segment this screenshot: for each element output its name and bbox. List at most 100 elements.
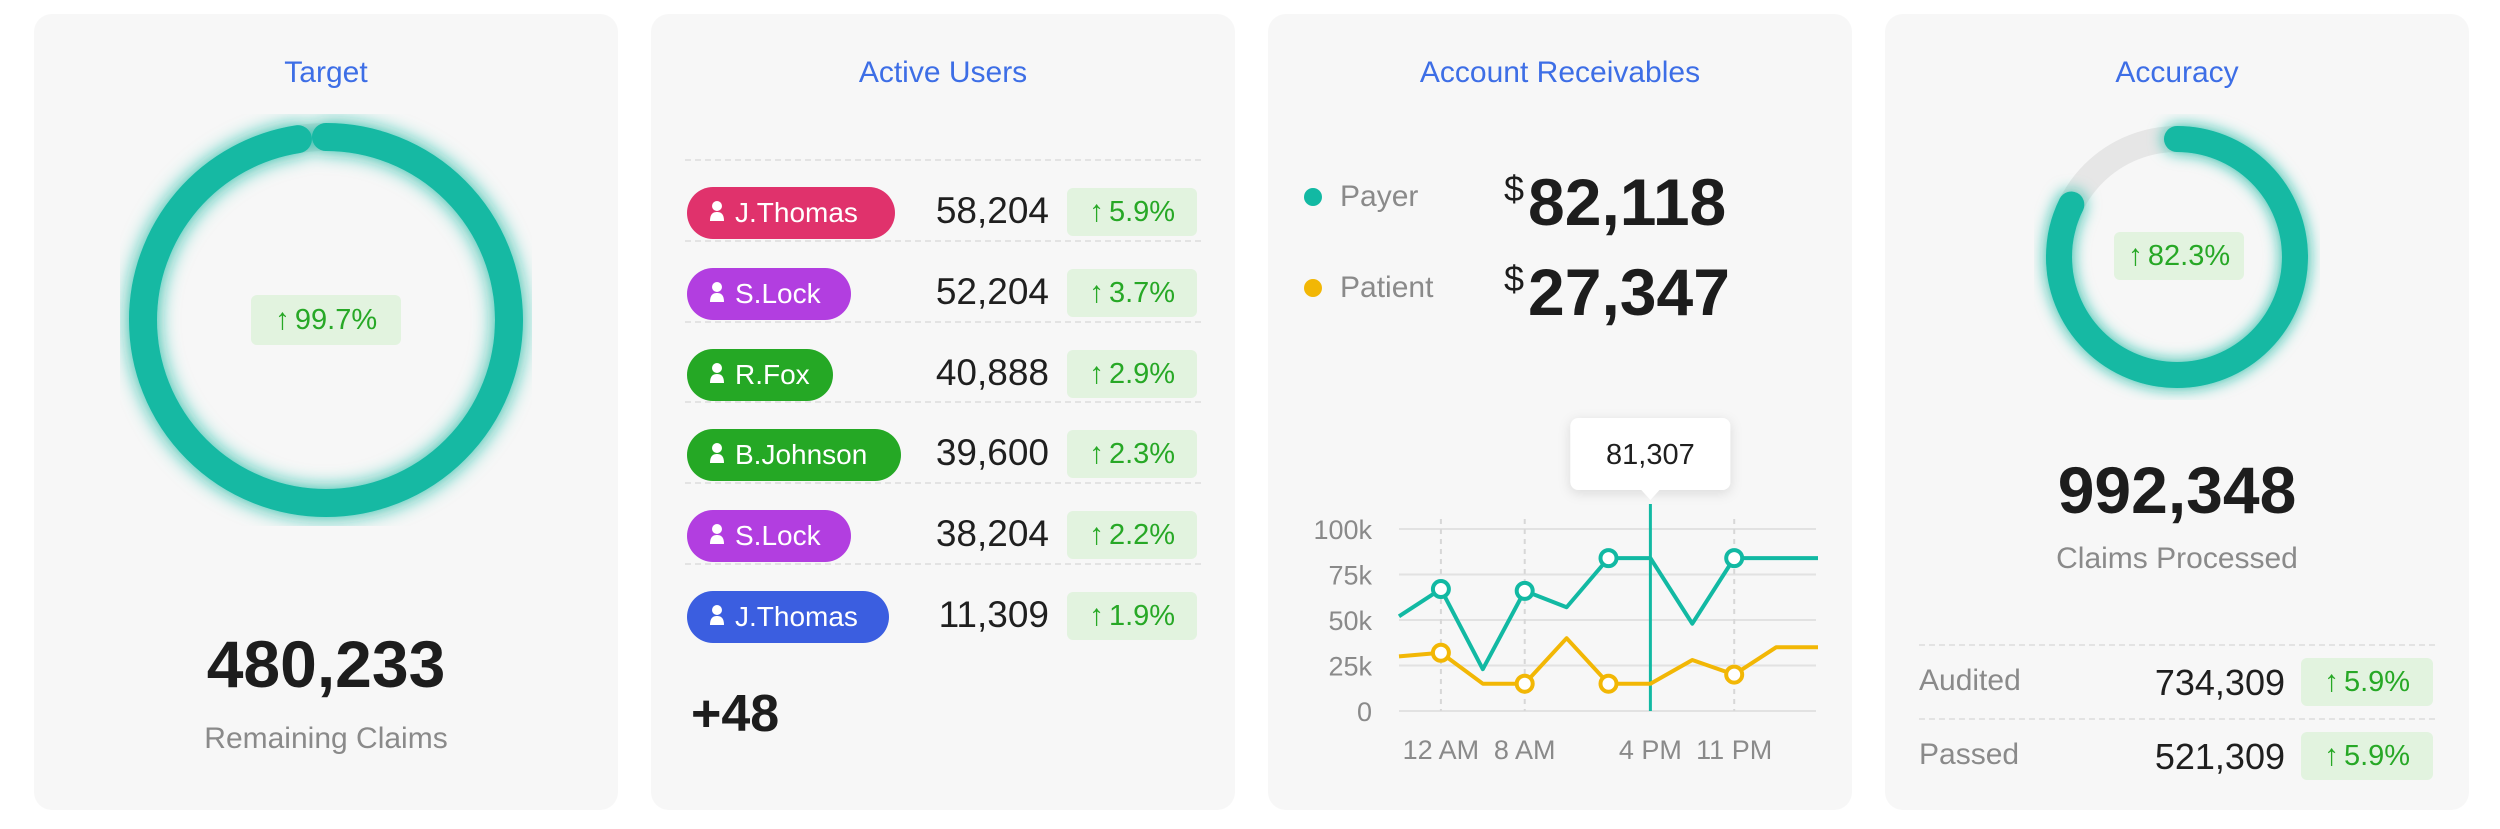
data-point-patient[interactable] xyxy=(1430,642,1451,663)
accuracy-row-label: Passed xyxy=(1919,738,2020,771)
payer-amount: $82,118 xyxy=(1504,164,1726,240)
user-value: 58,204 xyxy=(935,190,1049,231)
arrow-up-icon: ↑ xyxy=(1088,437,1104,470)
accuracy-label: Claims Processed xyxy=(2056,542,2298,575)
x-tick-label: 4 PM xyxy=(1619,735,1682,765)
user-pill[interactable]: J.Thomas xyxy=(687,591,889,643)
target-percent-value: 99.7% xyxy=(294,303,378,336)
user-change-badge: ↑ 3.7% xyxy=(1067,269,1197,317)
user-name: B.Johnson xyxy=(735,439,868,470)
data-point-payer[interactable] xyxy=(1724,548,1745,569)
user-value: 39,600 xyxy=(935,432,1049,473)
accuracy-ring xyxy=(2046,126,2308,388)
arrow-up-icon: ↑ xyxy=(1088,599,1104,632)
active-users-title: Active Users xyxy=(858,56,1028,89)
accuracy-row-badge: ↑ 5.9% xyxy=(2301,732,2433,780)
y-tick-label: 25k xyxy=(1328,652,1372,682)
user-name: S.Lock xyxy=(735,520,821,551)
user-change-value: 1.9% xyxy=(1108,599,1176,632)
accuracy-value: 992,348 xyxy=(2057,453,2297,527)
patient-label: Patient xyxy=(1340,271,1434,304)
row-divider xyxy=(685,240,1201,242)
accuracy-percent-value: 82.3% xyxy=(2147,239,2231,272)
arrow-up-icon: ↑ xyxy=(2127,239,2143,272)
user-change-badge: ↑ 2.9% xyxy=(1067,350,1197,398)
user-change-value: 5.9% xyxy=(1108,195,1176,228)
accuracy-row-value: 734,309 xyxy=(2154,662,2285,703)
y-tick-label: 75k xyxy=(1328,561,1372,591)
user-change-badge: ↑ 5.9% xyxy=(1067,188,1197,236)
user-pill[interactable]: S.Lock xyxy=(687,268,851,320)
user-pill[interactable]: J.Thomas xyxy=(687,187,895,239)
y-tick-label: 0 xyxy=(1357,697,1372,727)
tooltip-value: 81,307 xyxy=(1606,439,1695,471)
user-icon xyxy=(709,601,725,633)
user-name: J.Thomas xyxy=(735,601,858,632)
patient-legend-dot xyxy=(1304,279,1322,297)
ar-title: Account Receivables xyxy=(1419,56,1701,89)
user-value: 11,309 xyxy=(938,594,1049,635)
row-divider xyxy=(1919,718,2435,720)
more-users-count[interactable]: +48 xyxy=(691,685,780,743)
x-tick-label: 8 AM xyxy=(1494,735,1556,765)
user-change-value: 2.9% xyxy=(1108,357,1176,390)
accuracy-card: Accuracy ↑ 82.3% 992,348 Claims Processe… xyxy=(1885,14,2469,810)
payer-amount-value: 82,118 xyxy=(1528,165,1727,239)
user-pill[interactable]: R.Fox xyxy=(687,349,833,401)
payer-legend-dot xyxy=(1304,188,1322,206)
arrow-up-icon: ↑ xyxy=(274,303,290,336)
user-change-value: 3.7% xyxy=(1108,276,1176,309)
patient-amount-value: 27,347 xyxy=(1528,255,1730,329)
accuracy-title: Accuracy xyxy=(2115,56,2239,89)
payer-label: Payer xyxy=(1340,180,1419,213)
user-value: 40,888 xyxy=(935,352,1049,393)
target-ring-progress xyxy=(129,123,523,517)
data-point-patient[interactable] xyxy=(1598,673,1619,694)
accuracy-row-label: Audited xyxy=(1919,664,2021,697)
x-tick-label: 12 AM xyxy=(1403,735,1480,765)
user-name: J.Thomas xyxy=(735,197,858,228)
data-point-patient[interactable] xyxy=(1514,673,1535,694)
user-name: R.Fox xyxy=(735,359,810,390)
arrow-up-icon: ↑ xyxy=(2323,665,2339,698)
user-change-badge: ↑ 1.9% xyxy=(1067,592,1197,640)
y-tick-label: 100k xyxy=(1313,515,1372,545)
data-point-payer[interactable] xyxy=(1598,548,1619,569)
target-title: Target xyxy=(284,56,368,89)
target-label: Remaining Claims xyxy=(204,722,448,755)
y-tick-label: 50k xyxy=(1328,606,1372,636)
accuracy-row-badge: ↑ 5.9% xyxy=(2301,658,2433,706)
data-point-payer[interactable] xyxy=(1514,580,1535,601)
target-ring xyxy=(129,123,523,517)
payer-currency: $ xyxy=(1504,168,1525,209)
user-icon xyxy=(709,278,725,310)
user-icon xyxy=(709,439,725,471)
user-pill[interactable]: B.Johnson xyxy=(687,429,901,481)
data-point-payer[interactable] xyxy=(1430,579,1451,600)
patient-amount: $27,347 xyxy=(1504,254,1730,330)
accuracy-ring-progress xyxy=(2046,126,2308,388)
accuracy-row-change: 5.9% xyxy=(2343,739,2411,772)
user-change-badge: ↑ 2.3% xyxy=(1067,430,1197,478)
user-icon xyxy=(709,359,725,391)
active-users-card: Active Users J.Thomas 58,204 ↑ 5.9% S.Lock 52… xyxy=(651,14,1235,810)
row-divider xyxy=(685,401,1201,403)
data-point-patient[interactable] xyxy=(1724,664,1745,685)
accuracy-row-change: 5.9% xyxy=(2343,665,2411,698)
user-change-value: 2.2% xyxy=(1108,518,1176,551)
user-value: 38,204 xyxy=(935,513,1049,554)
arrow-up-icon: ↑ xyxy=(2323,739,2339,772)
chart-tooltip xyxy=(1570,418,1731,490)
user-change-badge: ↑ 2.2% xyxy=(1067,511,1197,559)
row-divider xyxy=(685,563,1201,565)
user-icon xyxy=(709,520,725,552)
user-icon xyxy=(709,197,725,229)
target-percent-badge: ↑ 99.7% xyxy=(251,295,401,345)
target-value: 480,233 xyxy=(206,627,446,701)
patient-currency: $ xyxy=(1504,258,1525,299)
user-change-value: 2.3% xyxy=(1108,437,1176,470)
account-receivables-card: Account Receivables Payer $82,118 Patien… xyxy=(1268,14,1852,810)
row-divider xyxy=(685,482,1201,484)
target-card: Target ↑ 99.7% 480,233 Remaining Claims xyxy=(34,14,618,810)
user-pill[interactable]: S.Lock xyxy=(687,510,851,562)
